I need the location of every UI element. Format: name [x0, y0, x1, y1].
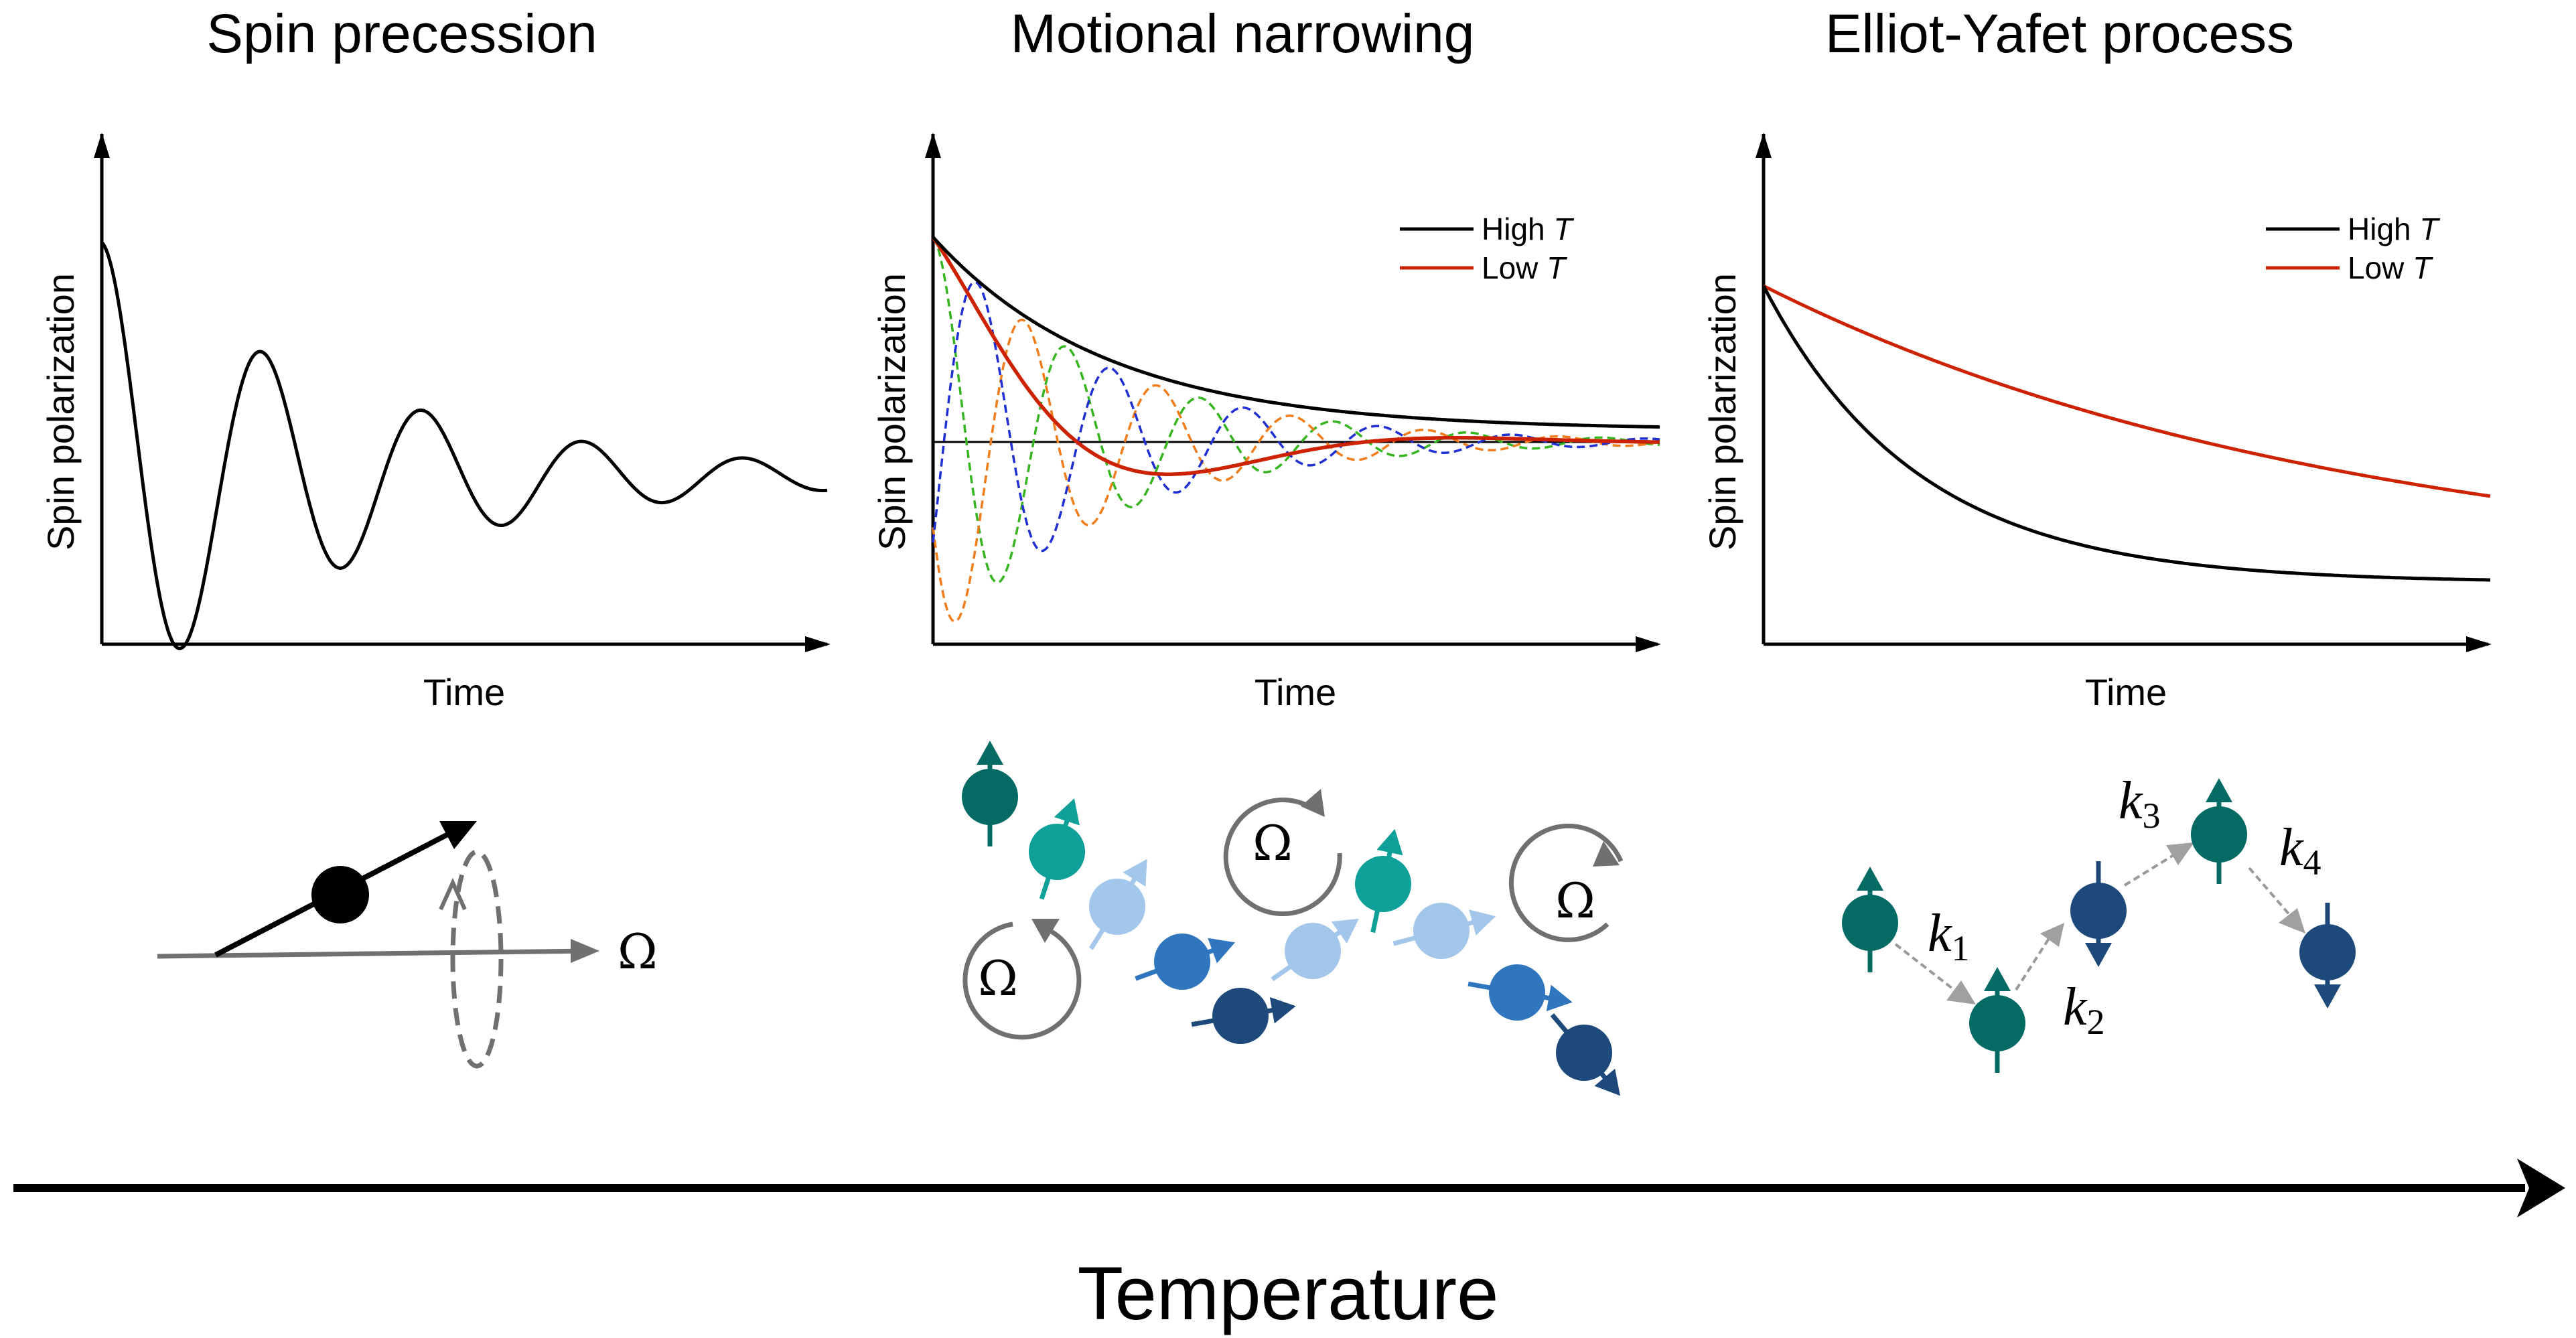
panel-title-motional-narrowing: Motional narrowing	[1011, 3, 1475, 64]
hop-arrow-3	[2123, 842, 2194, 887]
spin-particle-5	[2299, 903, 2356, 1009]
motional-narrowing-illustration: Ω Ω Ω	[962, 789, 1624, 1040]
orbit-direction-arrowhead	[439, 877, 467, 911]
curve-mn-green-dashed	[932, 236, 1660, 584]
hop-arrow-2	[2015, 923, 2064, 991]
curve-spin-precession	[100, 241, 828, 651]
plot-3-axes	[1756, 133, 2492, 652]
spin-particle-2	[1969, 967, 2025, 1073]
elliot-yafet-spins	[1842, 778, 2356, 1073]
temperature-label: Temperature	[1078, 1252, 1499, 1335]
plot-2-legend: High T Low T	[1400, 212, 1574, 285]
temperature-arrowhead	[2517, 1159, 2565, 1217]
omega-label: Ω	[618, 923, 658, 980]
spin-particle-7	[1271, 918, 1359, 982]
plot-3-xlabel: Time	[2085, 671, 2167, 713]
spin-particle-10	[1550, 1013, 1620, 1096]
legend-label-low-t: Low T	[1482, 250, 1567, 285]
curve-mn-high-t	[932, 236, 1660, 429]
hop-arrow-1	[1894, 943, 1976, 1005]
omega-axis-arrow	[157, 948, 590, 959]
elliot-yafet-illustration: k1 k2 k3 k4	[1894, 771, 2321, 1042]
spin-particle-1	[962, 741, 1018, 846]
omega-label: Ω	[1253, 815, 1293, 871]
plot-2-ylabel: Spin polarization	[871, 273, 913, 550]
spin-particle-9	[1468, 964, 1573, 1021]
spin-particle-2	[1029, 798, 1085, 900]
plot-2-axes	[925, 133, 1661, 652]
legend-label-low-t: Low T	[2348, 250, 2433, 285]
spin-particle-4	[1135, 934, 1235, 990]
spin-particle-3	[2070, 861, 2127, 967]
precession-orbit	[450, 849, 504, 1069]
plot-3-ylabel: Spin polarization	[1701, 273, 1743, 550]
k1-label: k1	[1928, 904, 1970, 968]
k4-label: k4	[2279, 818, 2321, 883]
spin-particle-8	[1392, 903, 1496, 959]
spin-particle-6	[1355, 828, 1411, 934]
plot-3-legend: High T Low T	[2266, 212, 2440, 285]
spin-particle-1	[1842, 867, 1898, 972]
spin-particle-5	[1191, 988, 1296, 1044]
plot-1-ylabel: Spin polarization	[40, 273, 82, 550]
panel-title-elliot-yafet: Elliot-Yafet process	[1825, 3, 2294, 64]
omega-axis-arrowhead	[571, 939, 599, 963]
spin-particle-4	[2191, 778, 2247, 884]
panel-title-spin-precession: Spin precession	[206, 3, 597, 64]
curve-ey-high-t	[1762, 285, 2490, 582]
omega-label: Ω	[1555, 873, 1595, 929]
spin-particle-3	[1088, 859, 1147, 950]
k3-label: k3	[2119, 771, 2161, 836]
plot-2-xlabel: Time	[1255, 671, 1336, 713]
curve-ey-low-t	[1762, 284, 2491, 498]
legend-label-high-t: High T	[1482, 212, 1574, 246]
temperature-axis	[13, 1159, 2565, 1217]
curve-mn-blue-dashed	[932, 281, 1660, 552]
electron-ball	[311, 866, 369, 923]
k2-label: k2	[2063, 978, 2105, 1042]
plot-1-axes	[94, 133, 831, 652]
hop-arrow-4	[2248, 867, 2305, 934]
omega-rotation-circle: Ω	[1508, 823, 1624, 942]
legend-label-high-t: High T	[2348, 212, 2440, 246]
omega-rotation-circle: Ω	[1223, 789, 1342, 917]
plot-1-xlabel: Time	[423, 671, 505, 713]
motional-narrowing-spins	[962, 741, 1620, 1096]
curve-mn-low-t	[931, 236, 1660, 476]
omega-label: Ω	[978, 950, 1018, 1007]
omega-rotation-circle: Ω	[962, 919, 1082, 1040]
spin-vector-arrowhead	[439, 821, 477, 849]
precession-illustration: Ω	[157, 821, 658, 1069]
curve-mn-orange-dashed	[932, 318, 1660, 623]
